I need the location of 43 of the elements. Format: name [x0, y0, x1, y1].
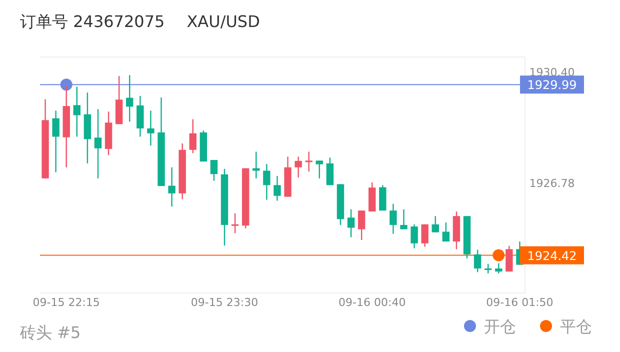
candlestick	[274, 175, 281, 202]
candlestick	[400, 208, 408, 230]
candlestick	[442, 222, 450, 242]
legend-label: 平仓	[560, 317, 592, 336]
candlestick	[347, 208, 355, 238]
y-tick-label: 1926.78	[529, 176, 575, 190]
candlestick	[390, 203, 397, 234]
candlestick	[368, 182, 376, 212]
x-tick-label: 09-15 22:15	[32, 296, 100, 309]
candlestick	[136, 95, 144, 138]
y-tick-label: 1930.40	[529, 66, 575, 80]
candlestick	[316, 160, 323, 179]
candlestick	[506, 245, 513, 272]
candlestick	[379, 184, 386, 212]
candlestick	[263, 163, 270, 200]
x-tick-label: 09-15 23:30	[190, 296, 258, 309]
candlestick	[358, 210, 366, 241]
candlestick	[52, 110, 60, 173]
legend-label: 开仓	[484, 317, 516, 336]
candlestick	[210, 159, 218, 182]
candlestick	[168, 166, 176, 208]
ref-line-label: 1924.42	[527, 248, 577, 263]
candlestick	[94, 108, 102, 179]
candlestick	[421, 224, 428, 248]
chart-subtitle: XAU/USD	[186, 12, 260, 31]
candlestick	[326, 156, 334, 186]
candlestick	[484, 263, 492, 274]
candlestick	[189, 118, 196, 154]
x-tick-label: 09-16 01:50	[486, 296, 554, 309]
ref-line-label: 1929.99	[527, 78, 577, 92]
chart-title: 订单号 243672075	[20, 12, 165, 31]
candlestick	[432, 215, 439, 233]
candlestick	[126, 74, 134, 122]
candlestick	[474, 249, 482, 273]
candlestick	[305, 151, 312, 172]
text: 砖头 #5	[19, 323, 81, 342]
candlestick	[294, 156, 302, 178]
candlestick	[73, 86, 80, 138]
x-tick-label: 09-16 00:40	[338, 296, 406, 309]
candlestick	[147, 110, 154, 146]
candlestick	[410, 224, 418, 249]
candlestick	[231, 212, 239, 234]
candlestick	[495, 262, 502, 274]
